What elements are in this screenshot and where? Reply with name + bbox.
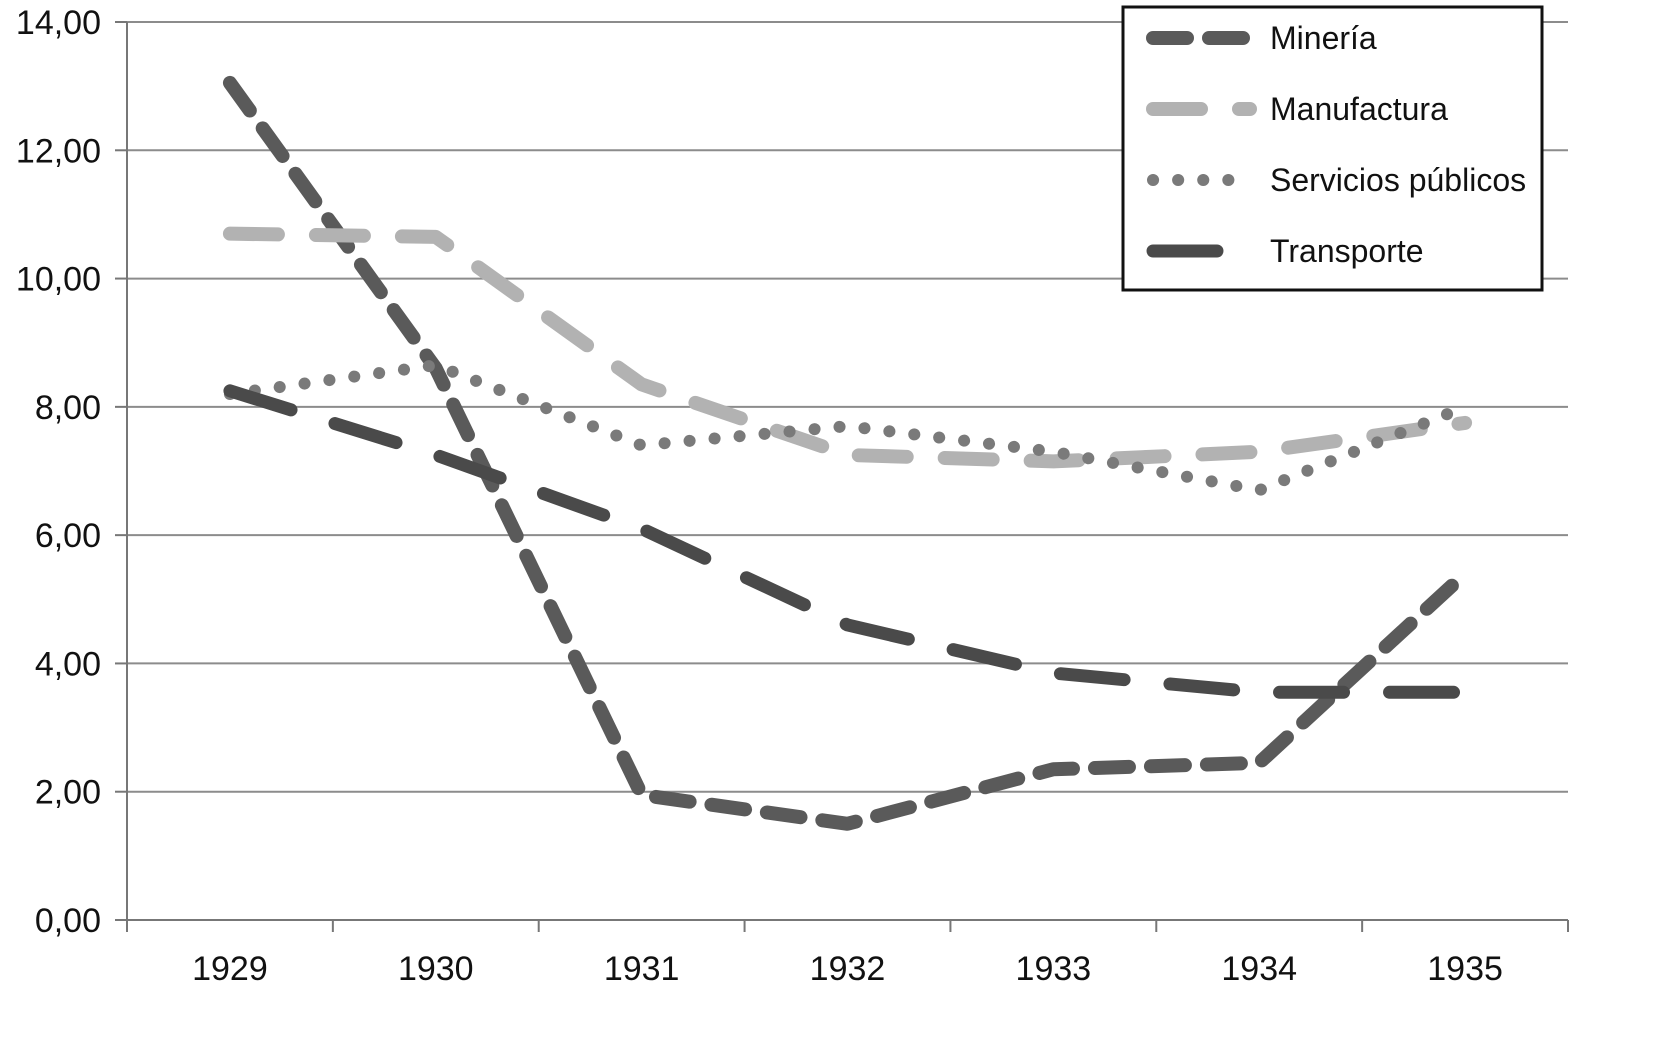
y-tick-label: 0,00 — [35, 902, 101, 940]
legend-box — [1121, 5, 1544, 292]
series-line-0 — [222, 75, 1473, 831]
series-line-1 — [222, 226, 1473, 469]
y-tick-label: 8,00 — [35, 389, 101, 427]
legend-label: Manufactura — [1270, 91, 1448, 127]
y-tick-label: 2,00 — [35, 774, 101, 812]
y-tick-labels: 0,00 2,00 4,00 6,00 8,00 10,00 12,00 14,00 — [16, 4, 101, 940]
x-tick-label: 1933 — [1016, 950, 1092, 988]
legend: Minería Manufactura Servicios públicos Tran… — [1121, 5, 1544, 292]
y-tick-label: 4,00 — [35, 645, 101, 683]
x-tick-label: 1932 — [810, 950, 886, 988]
x-tick-labels: 1929 1930 1931 1932 1933 1934 1935 — [192, 950, 1503, 988]
y-tick-label: 10,00 — [16, 261, 101, 299]
legend-label: Servicios públicos — [1270, 162, 1526, 198]
y-tick-label: 6,00 — [35, 517, 101, 555]
x-tick-label: 1935 — [1427, 950, 1503, 988]
legend-label: Minería — [1270, 20, 1377, 56]
series-line-2 — [223, 359, 1472, 497]
series-line-3 — [223, 384, 1472, 699]
x-tick-label: 1934 — [1221, 950, 1297, 988]
x-tick-label: 1929 — [192, 950, 268, 988]
x-tick-label: 1930 — [398, 950, 474, 988]
series-lines — [222, 75, 1473, 831]
x-tick-label: 1931 — [604, 950, 680, 988]
y-tick-label: 14,00 — [16, 4, 101, 42]
axes — [115, 21, 1569, 932]
y-tick-label: 12,00 — [16, 132, 101, 170]
legend-label: Transporte — [1270, 233, 1424, 269]
